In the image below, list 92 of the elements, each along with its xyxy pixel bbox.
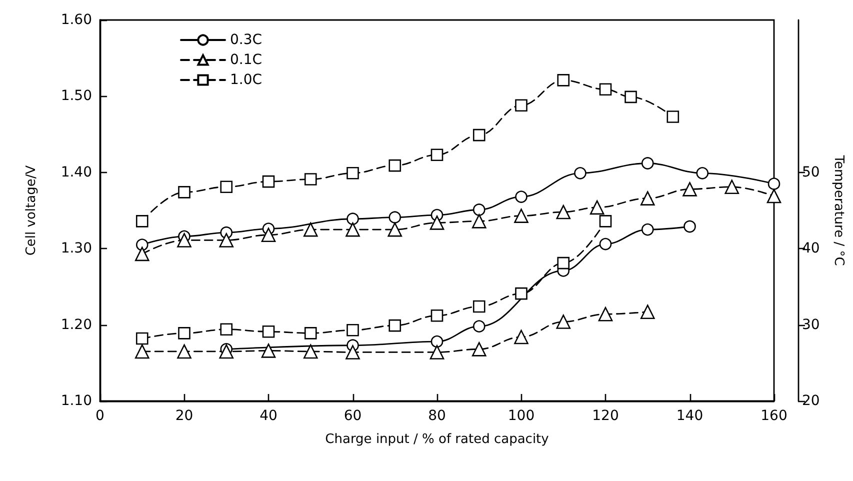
point	[430, 345, 444, 360]
y-tick-label: 1.60	[60, 12, 92, 28]
point	[641, 223, 654, 236]
point	[768, 178, 780, 190]
point	[641, 157, 654, 170]
point	[574, 167, 586, 180]
point	[472, 214, 486, 228]
point	[515, 99, 528, 112]
y-tick-label: 1.50	[60, 88, 92, 104]
point	[557, 74, 570, 86]
point	[303, 344, 318, 359]
point	[766, 188, 782, 204]
point	[599, 238, 612, 250]
x-tick-label: 140	[676, 408, 704, 424]
point	[430, 148, 444, 162]
point	[177, 233, 192, 248]
point	[220, 323, 233, 336]
point	[346, 167, 359, 180]
x-tick-label: 20	[175, 408, 194, 424]
point	[134, 246, 150, 262]
point	[134, 344, 150, 359]
point	[696, 167, 709, 180]
legend-label: 0.1C	[230, 52, 262, 68]
x-tick-label: 40	[260, 408, 278, 424]
point	[514, 330, 528, 344]
point	[220, 180, 233, 194]
y2-tick-label: 40	[802, 240, 820, 257]
x-tick-label: 80	[428, 408, 446, 424]
point	[684, 220, 696, 233]
point	[430, 310, 444, 322]
y-tick-label: 1.30	[60, 240, 92, 257]
point	[640, 304, 655, 319]
point	[472, 128, 486, 142]
point	[472, 204, 486, 216]
point	[136, 332, 148, 345]
point	[136, 215, 148, 228]
point	[556, 314, 571, 329]
point	[472, 320, 486, 332]
x-tick-label: 120	[592, 408, 619, 424]
point	[556, 204, 571, 220]
point	[557, 256, 570, 270]
x-tick-label: 160	[760, 408, 788, 424]
point	[724, 180, 740, 194]
point	[388, 222, 402, 237]
point	[178, 186, 190, 198]
point	[472, 342, 486, 356]
y-axis-title: Cell voltage/V	[24, 165, 39, 256]
point	[219, 344, 234, 359]
y2-tick-label: 20	[802, 393, 820, 409]
point	[219, 233, 234, 248]
point	[346, 212, 359, 226]
x-axis-title: Charge input / % of rated capacity	[325, 432, 550, 447]
y2-tick-label: 30	[802, 316, 820, 333]
point	[590, 200, 604, 215]
point	[304, 327, 317, 340]
point	[515, 287, 528, 300]
point	[430, 335, 444, 348]
point	[388, 211, 402, 224]
point	[346, 324, 359, 336]
x-tick-label: 0	[96, 408, 104, 424]
point	[624, 90, 637, 104]
point	[262, 175, 275, 188]
point	[261, 344, 276, 358]
point	[388, 159, 402, 172]
legend-label: 1.0C	[230, 72, 262, 88]
x-tick-label: 100	[508, 408, 535, 424]
legend-label: 0.3C	[230, 32, 262, 48]
point	[682, 182, 697, 196]
point	[178, 327, 190, 340]
point	[304, 173, 317, 186]
x-tick-label: 60	[344, 408, 362, 424]
y2-axis-title: Temperature / °C	[831, 154, 846, 266]
point	[599, 83, 612, 96]
point	[303, 222, 318, 237]
point	[666, 110, 680, 123]
point	[640, 191, 655, 206]
y-tick-label: 1.10	[60, 393, 92, 409]
point	[346, 222, 360, 237]
point	[599, 215, 612, 228]
point	[472, 300, 486, 313]
point	[514, 208, 528, 223]
point	[388, 319, 402, 332]
point	[598, 306, 613, 322]
point	[261, 228, 276, 242]
point	[346, 345, 360, 360]
y2-tick-label: 50	[802, 164, 820, 180]
point	[177, 344, 192, 359]
point	[430, 216, 444, 230]
point	[515, 190, 528, 203]
point	[262, 326, 275, 338]
y-tick-label: 1.20	[60, 316, 92, 333]
y-tick-label: 1.40	[60, 164, 92, 180]
